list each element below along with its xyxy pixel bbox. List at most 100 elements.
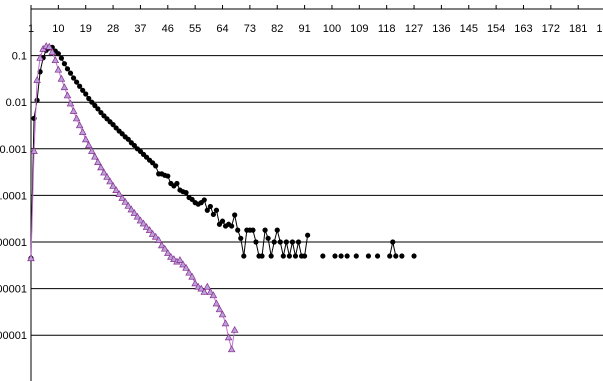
data-point (274, 227, 280, 233)
data-point (203, 282, 212, 290)
data-point (374, 253, 381, 259)
data-point (139, 219, 148, 227)
data-point (265, 235, 271, 241)
tick-labels: 0.1 0.01 0.001 .0001 00001 00001 00001 1 10 19 28 3… (0, 23, 603, 342)
x-tick-label: 190 (596, 23, 603, 35)
data-point (176, 256, 184, 263)
data-point (78, 128, 87, 135)
data-point (45, 42, 54, 50)
data-point (98, 109, 104, 116)
x-tick-label: 136 (432, 23, 450, 35)
x-tick-label: 172 (542, 23, 560, 35)
data-point (365, 253, 372, 259)
x-tick-label: 37 (134, 23, 146, 35)
y-tick-label: 00001 (0, 237, 27, 249)
data-point (70, 75, 77, 81)
x-tick-label: 82 (271, 23, 283, 35)
data-point (124, 201, 133, 209)
series-segment (33, 79, 38, 151)
data-point (61, 61, 68, 67)
data-point (188, 272, 196, 280)
series-segment (36, 71, 41, 101)
data-point (51, 56, 60, 64)
data-point (55, 51, 61, 57)
data-point (151, 232, 160, 240)
gridlines (31, 55, 603, 336)
x-tick-label: 46 (162, 23, 174, 35)
data-point (229, 223, 235, 229)
x-tick-label: 55 (189, 23, 201, 35)
data-point (69, 106, 78, 114)
data-point (280, 253, 286, 259)
data-point (30, 147, 38, 154)
data-point (83, 91, 89, 97)
data-point (259, 253, 265, 259)
x-tick-label: 73 (244, 23, 256, 35)
data-point (170, 255, 178, 262)
series-segment (36, 57, 41, 81)
series-segment (30, 150, 35, 259)
data-point (127, 205, 136, 213)
data-point (27, 254, 35, 262)
x-tick-label: 91 (298, 23, 310, 35)
series-segment (243, 230, 248, 257)
data-point (94, 158, 102, 165)
axes (30, 5, 603, 381)
data-point (230, 325, 239, 333)
data-point (271, 239, 277, 245)
data-point (33, 76, 41, 83)
data-point (295, 239, 302, 245)
data-point (133, 212, 142, 220)
x-tick-label: 118 (378, 23, 396, 35)
data-point (320, 253, 326, 259)
data-point (142, 223, 151, 230)
data-point (209, 291, 218, 299)
series-segment (304, 235, 309, 257)
data-point (153, 163, 159, 169)
data-point (92, 102, 98, 109)
data-point (75, 121, 84, 129)
data-point (112, 186, 120, 194)
data-point (221, 319, 230, 327)
data-point (183, 189, 189, 196)
data-point (57, 74, 66, 82)
data-point (250, 227, 256, 233)
data-point (165, 173, 171, 179)
data-point (182, 263, 190, 271)
data-point (77, 83, 83, 89)
x-tick-label: 181 (569, 23, 587, 35)
y-tick-label: 00001 (0, 330, 27, 342)
data-point (58, 55, 64, 61)
data-point (212, 299, 221, 307)
data-point (215, 305, 224, 313)
data-point (219, 218, 226, 224)
data-point (238, 235, 244, 241)
data-point (80, 87, 86, 93)
data-point (63, 91, 72, 99)
data-point (48, 47, 57, 55)
y-tick-label: 0.001 (0, 144, 27, 156)
data-point (160, 244, 169, 252)
data-point (201, 197, 207, 203)
data-point (241, 253, 247, 259)
x-tick-label: 64 (216, 23, 228, 35)
data-point (125, 136, 131, 142)
data-point (103, 172, 111, 180)
data-point (72, 114, 81, 122)
data-point (154, 236, 163, 243)
x-tick-label: 145 (460, 23, 478, 35)
data-point (91, 152, 99, 160)
data-point (118, 194, 126, 201)
data-point (100, 168, 108, 176)
x-tick-label: 1 (28, 23, 34, 35)
data-point (289, 239, 296, 245)
series-0 (28, 44, 417, 261)
data-point (67, 70, 74, 76)
data-point (262, 227, 268, 233)
data-point (88, 147, 96, 154)
data-point (36, 53, 44, 61)
x-tick-label: 154 (487, 23, 505, 35)
data-point (268, 253, 274, 259)
data-point (227, 345, 236, 353)
data-point (387, 253, 393, 259)
